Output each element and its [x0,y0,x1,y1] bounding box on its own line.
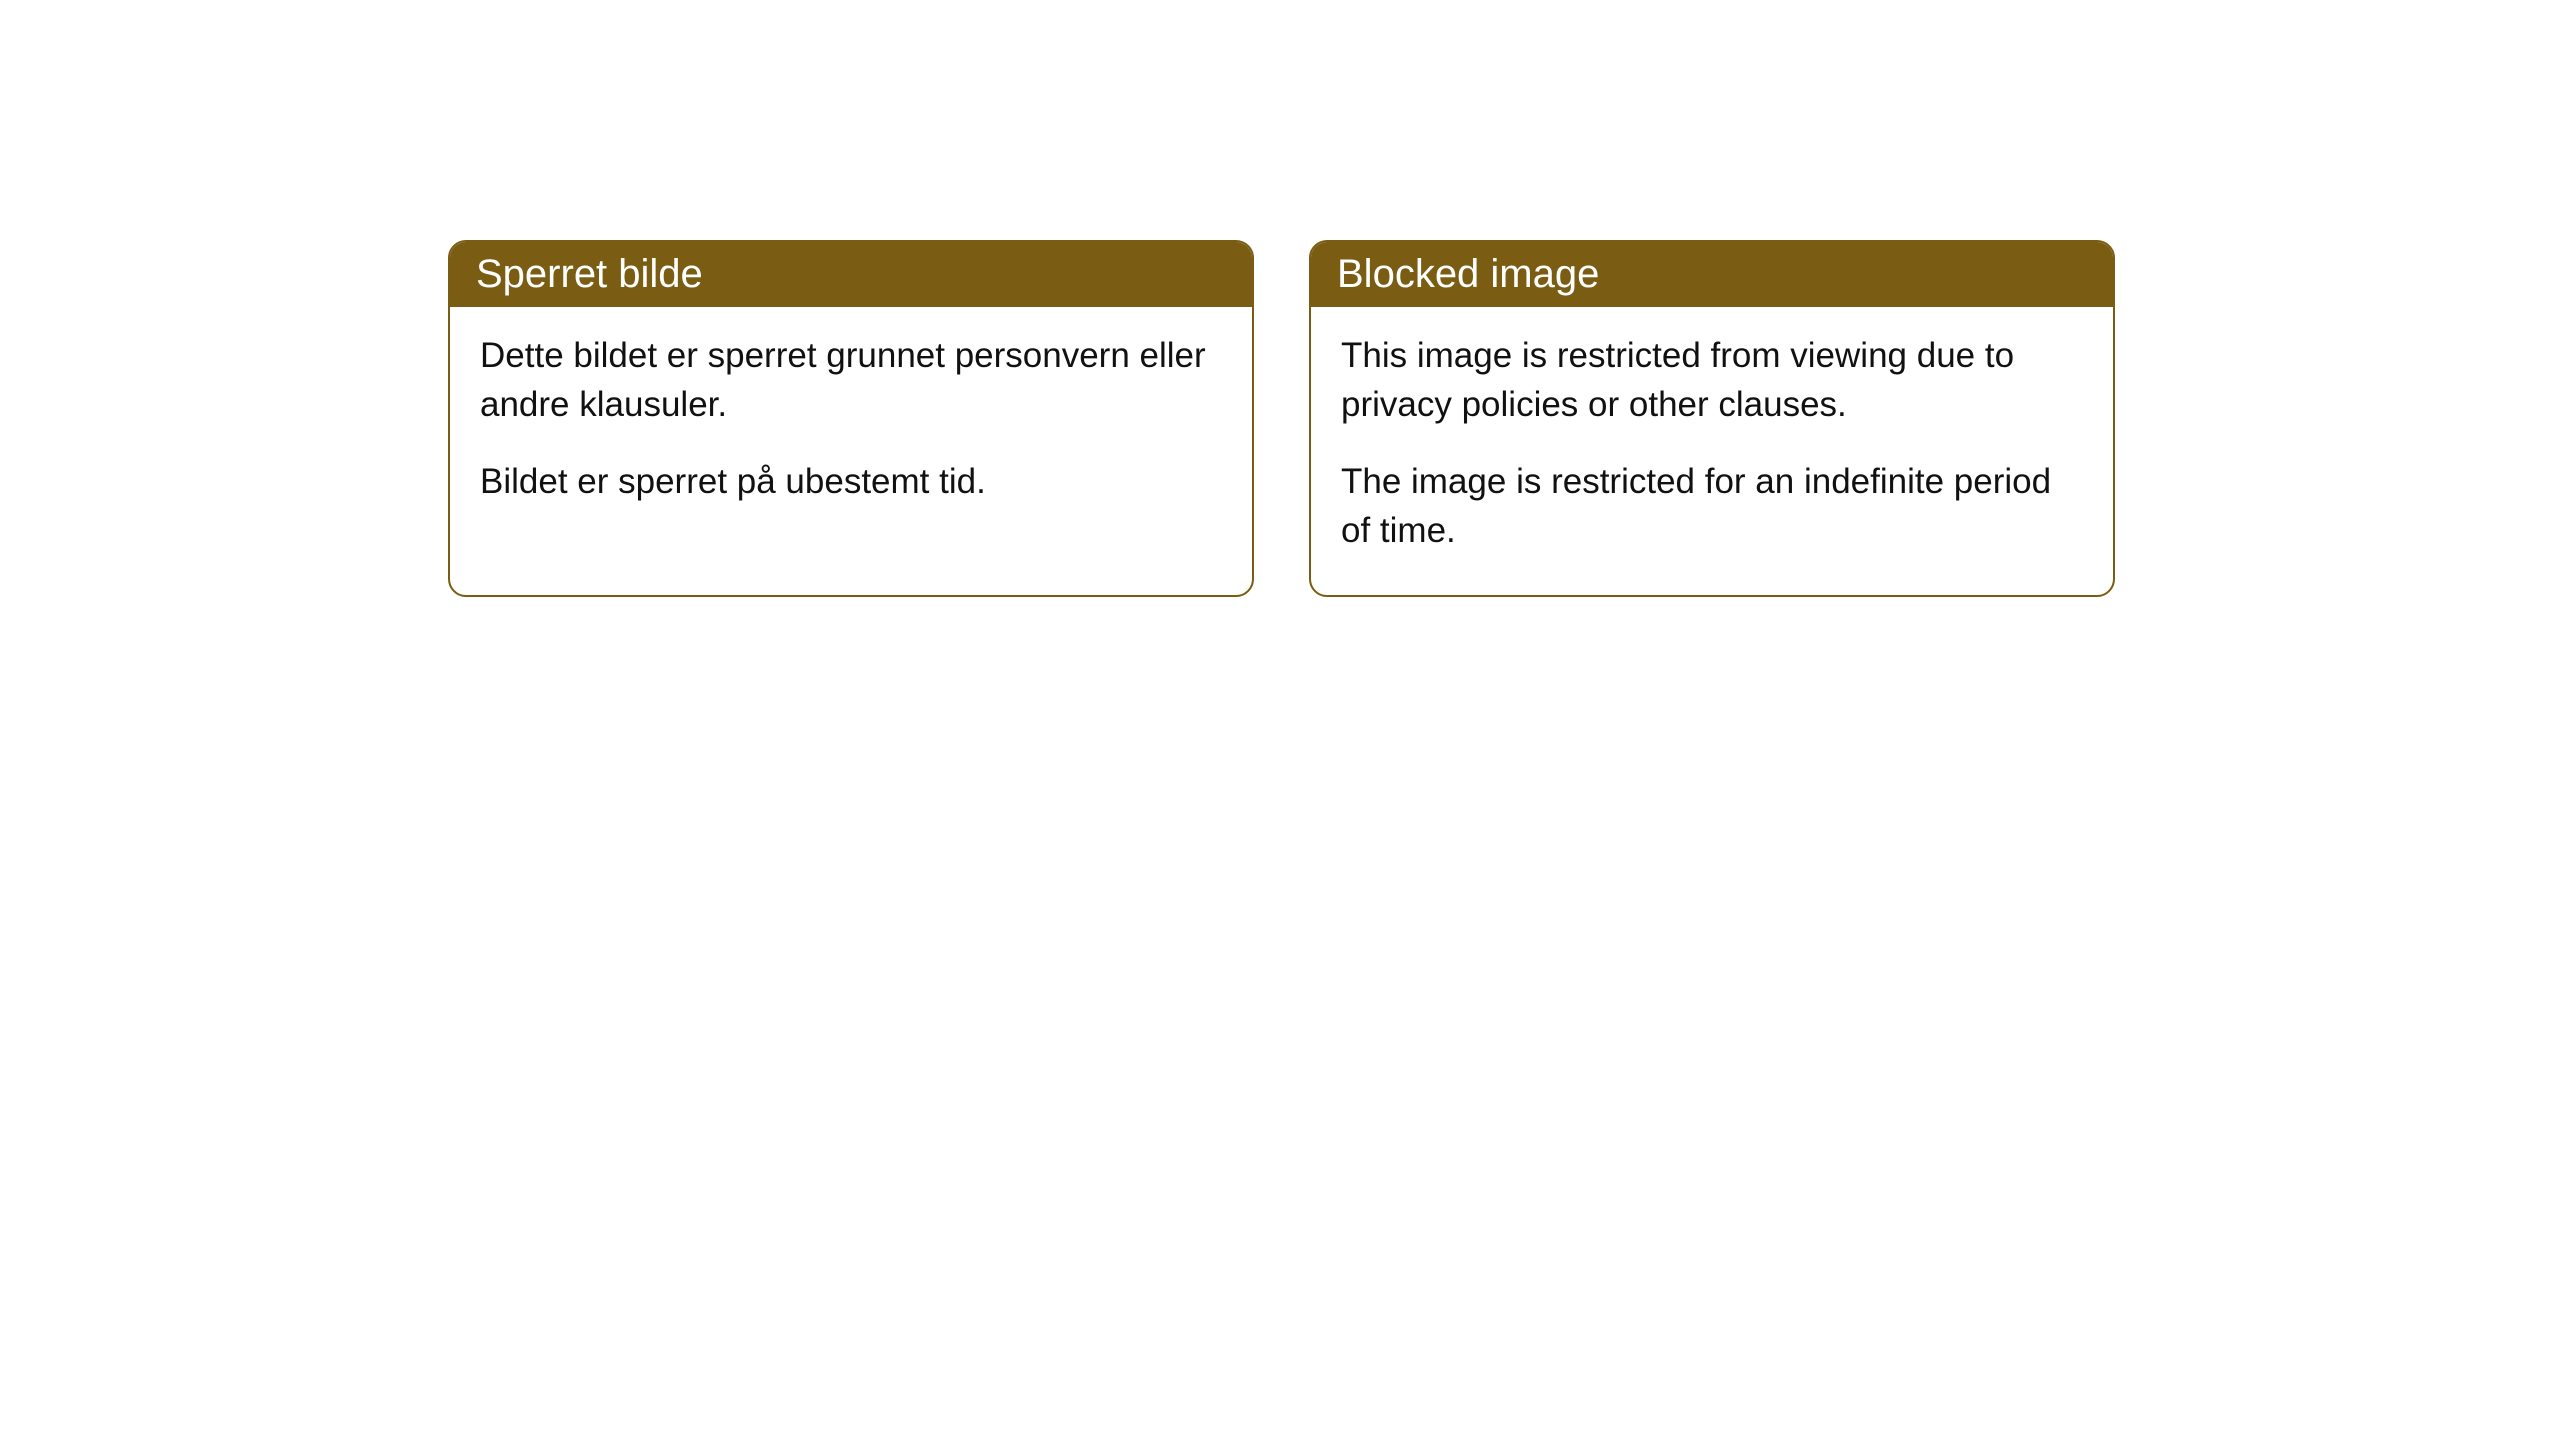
blocked-image-card-no: Sperret bilde Dette bildet er sperret gr… [448,240,1254,597]
blocked-image-card-en: Blocked image This image is restricted f… [1309,240,2115,597]
card-paragraph: Bildet er sperret på ubestemt tid. [480,457,1222,506]
card-header: Sperret bilde [450,242,1252,307]
card-paragraph: The image is restricted for an indefinit… [1341,457,2083,555]
card-body: This image is restricted from viewing du… [1311,307,2113,595]
cards-container: Sperret bilde Dette bildet er sperret gr… [0,0,2560,597]
card-header: Blocked image [1311,242,2113,307]
card-body: Dette bildet er sperret grunnet personve… [450,307,1252,546]
card-paragraph: Dette bildet er sperret grunnet personve… [480,331,1222,429]
card-paragraph: This image is restricted from viewing du… [1341,331,2083,429]
